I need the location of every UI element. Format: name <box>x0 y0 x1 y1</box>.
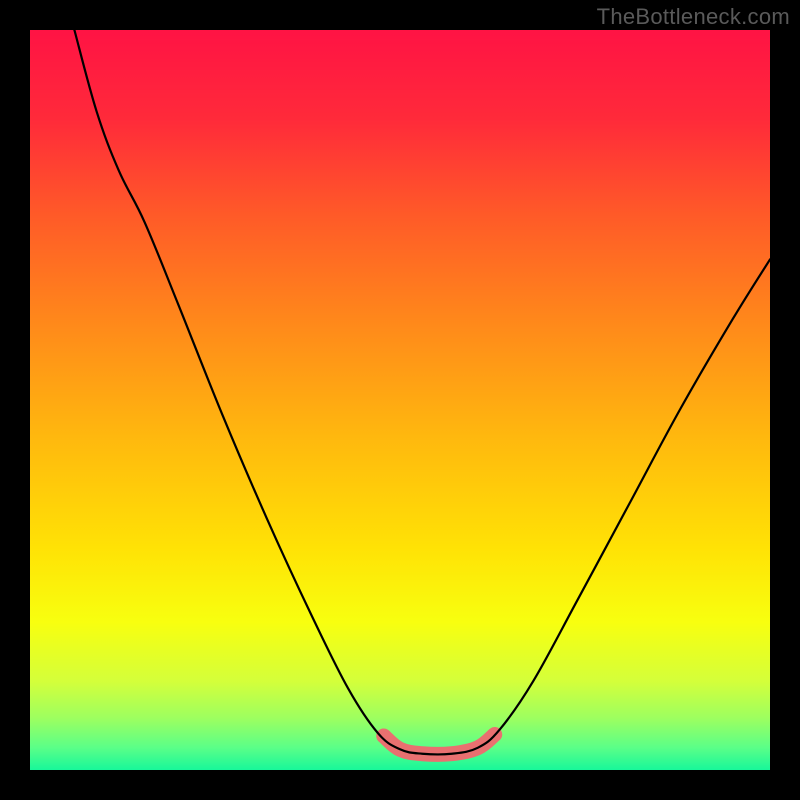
bottleneck-curve-chart <box>0 0 800 800</box>
chart-container: TheBottleneck.com <box>0 0 800 800</box>
plot-background <box>30 30 770 770</box>
watermark-text: TheBottleneck.com <box>597 4 790 30</box>
